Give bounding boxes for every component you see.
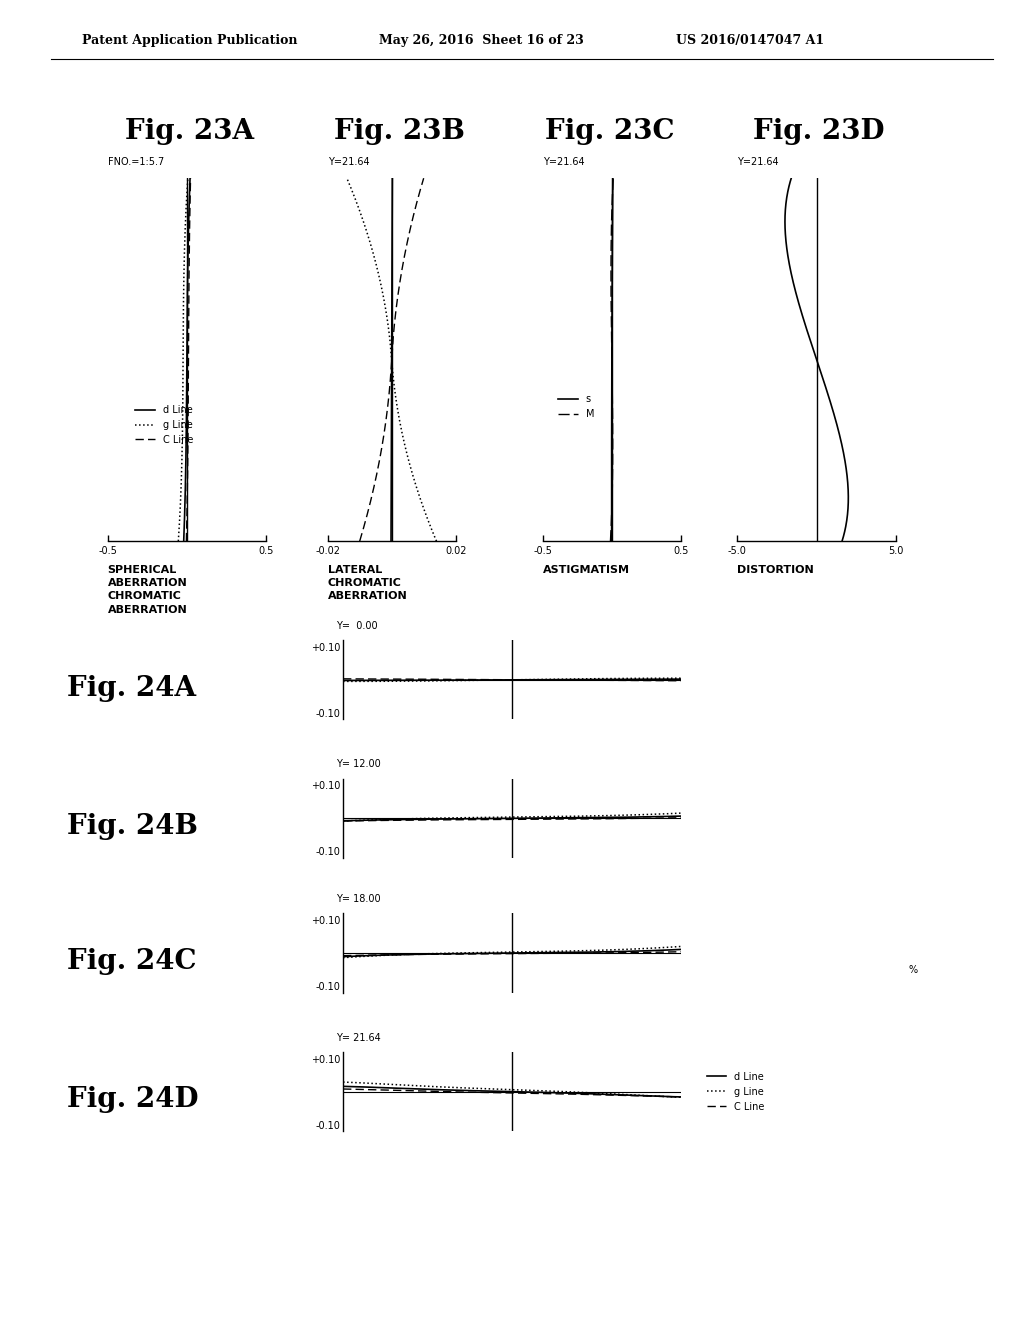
Text: Fig. 24B: Fig. 24B — [67, 813, 198, 841]
Text: %: % — [908, 965, 918, 974]
Text: Y=21.64: Y=21.64 — [543, 157, 585, 168]
Text: Y= 12.00: Y= 12.00 — [336, 759, 381, 770]
Text: Y=21.64: Y=21.64 — [328, 157, 370, 168]
Text: LATERAL
CHROMATIC
ABERRATION: LATERAL CHROMATIC ABERRATION — [328, 565, 408, 602]
Legend: d Line, g Line, C Line: d Line, g Line, C Line — [131, 401, 197, 449]
Text: Fig. 24A: Fig. 24A — [67, 675, 196, 702]
Text: Y= 21.64: Y= 21.64 — [336, 1032, 381, 1043]
Text: Y=21.64: Y=21.64 — [737, 157, 779, 168]
Text: Fig. 24C: Fig. 24C — [67, 948, 196, 975]
Text: Y=  0.00: Y= 0.00 — [336, 620, 378, 631]
Text: DISTORTION: DISTORTION — [737, 565, 814, 576]
Legend: s, M: s, M — [554, 391, 598, 424]
Text: Patent Application Publication: Patent Application Publication — [82, 33, 297, 46]
Text: Fig. 24D: Fig. 24D — [67, 1086, 198, 1114]
Text: Fig. 23B: Fig. 23B — [334, 117, 465, 145]
Text: US 2016/0147047 A1: US 2016/0147047 A1 — [676, 33, 824, 46]
Legend: d Line, g Line, C Line: d Line, g Line, C Line — [702, 1068, 768, 1115]
Text: Y= 18.00: Y= 18.00 — [336, 894, 381, 904]
Text: SPHERICAL
ABERRATION
CHROMATIC
ABERRATION: SPHERICAL ABERRATION CHROMATIC ABERRATIO… — [108, 565, 187, 615]
Text: FNO.=1:5.7: FNO.=1:5.7 — [108, 157, 164, 168]
Text: May 26, 2016  Sheet 16 of 23: May 26, 2016 Sheet 16 of 23 — [379, 33, 584, 46]
Text: Fig. 23D: Fig. 23D — [754, 117, 885, 145]
Text: Fig. 23A: Fig. 23A — [125, 117, 254, 145]
Text: ASTIGMATISM: ASTIGMATISM — [543, 565, 630, 576]
Text: Fig. 23C: Fig. 23C — [545, 117, 674, 145]
